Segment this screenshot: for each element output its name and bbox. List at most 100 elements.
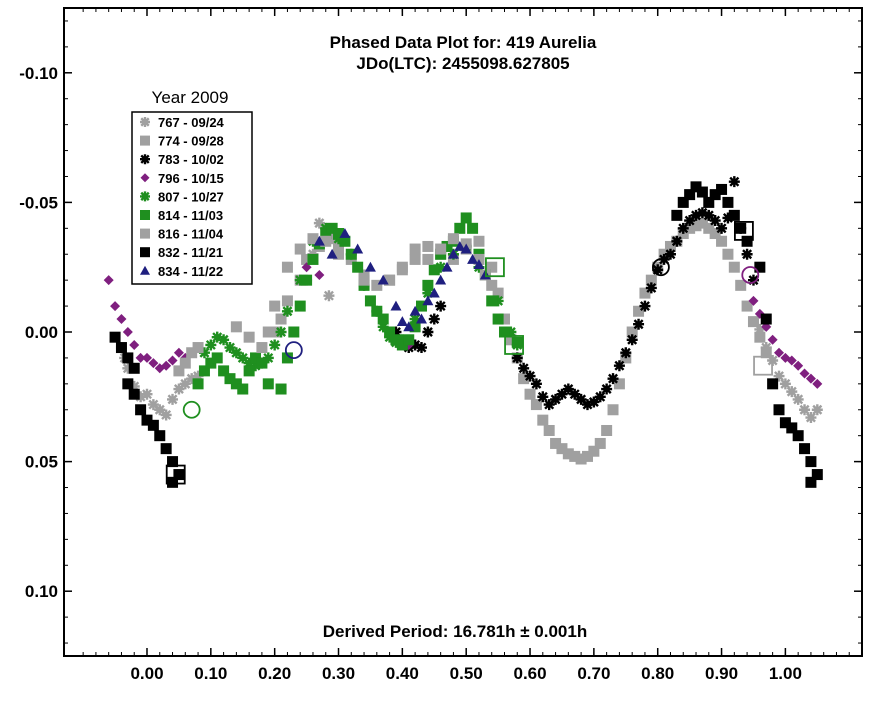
data-point bbox=[709, 215, 721, 227]
chart-title: Phased Data Plot for: 419 Aurelia bbox=[330, 33, 597, 52]
data-point bbox=[390, 326, 402, 338]
chart-subtitle: JDo(LTC): 2455098.627805 bbox=[356, 54, 569, 73]
data-point bbox=[135, 391, 147, 403]
data-point bbox=[799, 404, 811, 416]
data-point bbox=[569, 388, 581, 400]
data-point bbox=[403, 334, 415, 346]
data-point bbox=[422, 240, 434, 252]
legend-marker bbox=[140, 210, 150, 220]
data-point bbox=[192, 378, 204, 390]
data-point bbox=[773, 370, 785, 382]
data-point bbox=[812, 378, 823, 389]
data-point bbox=[269, 326, 281, 338]
x-tick-label: 0.50 bbox=[450, 664, 483, 683]
data-point bbox=[409, 305, 421, 316]
data-point bbox=[460, 243, 472, 254]
x-tick-label: 0.10 bbox=[194, 664, 227, 683]
data-point bbox=[447, 233, 459, 245]
data-point bbox=[198, 365, 210, 377]
data-point bbox=[275, 326, 287, 338]
data-point bbox=[588, 396, 600, 408]
data-point bbox=[339, 235, 351, 247]
data-point bbox=[435, 261, 447, 273]
data-point bbox=[779, 378, 791, 390]
highlight-circle bbox=[652, 258, 670, 277]
data-point bbox=[390, 300, 402, 311]
data-point bbox=[601, 383, 613, 395]
data-point bbox=[786, 355, 797, 366]
data-point bbox=[633, 318, 645, 330]
data-point bbox=[262, 378, 274, 390]
data-point bbox=[364, 295, 376, 307]
data-point bbox=[454, 240, 466, 251]
data-point bbox=[128, 380, 140, 392]
y-tick-label: 0.10 bbox=[25, 582, 58, 601]
data-point bbox=[301, 253, 313, 265]
data-point bbox=[435, 300, 447, 312]
data-point bbox=[262, 326, 274, 338]
data-point bbox=[345, 248, 357, 260]
data-point bbox=[639, 287, 651, 299]
data-point bbox=[518, 373, 530, 385]
data-point bbox=[793, 360, 804, 371]
data-point bbox=[179, 357, 191, 369]
data-point bbox=[811, 469, 823, 481]
data-point bbox=[792, 430, 804, 442]
data-point bbox=[716, 222, 728, 234]
data-point bbox=[314, 269, 325, 280]
data-point bbox=[358, 274, 370, 286]
data-point bbox=[333, 228, 345, 240]
data-point bbox=[511, 336, 523, 348]
data-point bbox=[161, 360, 172, 371]
data-point bbox=[530, 399, 542, 411]
data-point bbox=[645, 282, 657, 294]
data-point bbox=[639, 300, 651, 312]
data-point bbox=[326, 248, 338, 259]
data-point bbox=[122, 362, 134, 374]
data-point bbox=[396, 339, 408, 351]
legend-label: 832 - 11/21 bbox=[158, 245, 223, 260]
data-point bbox=[441, 240, 453, 252]
data-point bbox=[594, 391, 606, 403]
data-point bbox=[237, 352, 249, 364]
data-point bbox=[716, 235, 728, 247]
highlight-circle bbox=[284, 341, 303, 360]
data-point bbox=[135, 404, 147, 416]
data-point bbox=[326, 222, 338, 234]
data-point bbox=[626, 326, 638, 338]
data-point bbox=[703, 209, 715, 221]
data-point bbox=[747, 316, 759, 328]
data-point bbox=[537, 414, 549, 426]
data-point bbox=[269, 339, 281, 351]
data-point bbox=[422, 253, 434, 265]
data-point bbox=[154, 404, 166, 416]
x-tick-label: 0.40 bbox=[386, 664, 419, 683]
data-point bbox=[767, 334, 778, 345]
data-point bbox=[754, 261, 766, 273]
y-tick-label: 0.00 bbox=[25, 323, 58, 342]
data-point bbox=[198, 347, 210, 359]
data-point bbox=[467, 253, 479, 264]
data-point bbox=[129, 339, 140, 350]
data-point bbox=[486, 279, 498, 291]
data-point bbox=[799, 443, 811, 455]
legend-label: 834 - 11/22 bbox=[158, 264, 223, 279]
x-axis: 0.00 0.10 0.20 0.30 0.40 0.50 0.60 0.70 0.80 0.90… bbox=[82, 8, 850, 683]
series-816 bbox=[173, 233, 498, 377]
data-point bbox=[716, 183, 728, 195]
legend-label: 774 - 09/28 bbox=[158, 134, 224, 149]
data-point bbox=[128, 362, 140, 374]
data-point bbox=[313, 235, 325, 246]
data-point bbox=[301, 274, 313, 286]
data-point bbox=[524, 370, 536, 382]
data-point bbox=[294, 243, 306, 255]
data-point bbox=[754, 331, 766, 343]
data-point bbox=[728, 176, 740, 188]
data-point bbox=[671, 235, 683, 247]
data-point bbox=[722, 212, 734, 224]
data-point bbox=[498, 326, 510, 338]
data-point bbox=[786, 422, 798, 434]
series-834 bbox=[313, 228, 491, 332]
data-point bbox=[530, 378, 542, 390]
data-point bbox=[722, 248, 734, 260]
